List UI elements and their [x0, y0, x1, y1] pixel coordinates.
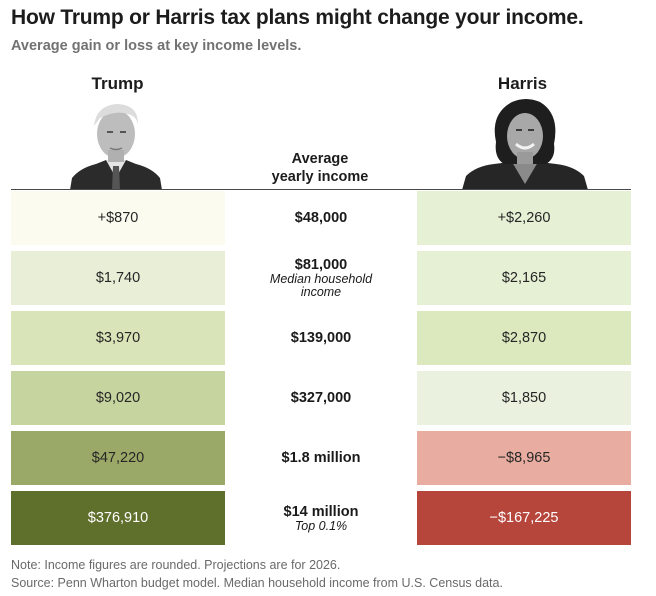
income-cell: $139,000	[225, 311, 417, 365]
table-row: $47,220 $1.8 million −$8,965	[11, 431, 631, 485]
trump-cell: $1,740	[11, 251, 225, 305]
source-note: Source: Penn Wharton budget model. Media…	[11, 576, 503, 590]
table-row: $376,910 $14 million Top 0.1% −$167,225	[11, 491, 631, 545]
chart-title: How Trump or Harris tax plans might chan…	[11, 6, 584, 29]
income-note: Median household income	[269, 272, 373, 299]
trump-cell: $9,020	[11, 371, 225, 425]
income-column-header: Average yearly income	[225, 150, 415, 186]
harris-portrait-icon	[460, 92, 590, 190]
income-column-header-line2: yearly income	[271, 169, 369, 185]
income-value: $327,000	[290, 390, 352, 406]
income-cell: $1.8 million	[225, 431, 417, 485]
harris-cell: $2,870	[417, 311, 631, 365]
trump-cell: +$870	[11, 191, 225, 245]
trump-cell: $47,220	[11, 431, 225, 485]
table-row: $1,740 $81,000 Median household income $…	[11, 251, 631, 305]
income-value: $139,000	[290, 330, 352, 346]
footnote: Note: Income figures are rounded. Projec…	[11, 558, 341, 572]
income-value: $1.8 million	[281, 450, 361, 466]
income-column-header-line1: Average	[291, 151, 349, 167]
income-note: Top 0.1%	[294, 518, 348, 533]
trump-cell: $3,970	[11, 311, 225, 365]
trump-cell: $376,910	[11, 491, 225, 545]
header-divider	[11, 189, 631, 190]
trump-column-header: Trump	[91, 74, 144, 93]
harris-cell: −$167,225	[417, 491, 631, 545]
income-value: $81,000	[294, 257, 348, 273]
table-row: $3,970 $139,000 $2,870	[11, 311, 631, 365]
income-cell: $14 million Top 0.1%	[225, 491, 417, 545]
harris-column-header: Harris	[497, 74, 548, 93]
harris-cell: −$8,965	[417, 431, 631, 485]
table-row: $9,020 $327,000 $1,850	[11, 371, 631, 425]
harris-cell: $2,165	[417, 251, 631, 305]
income-cell: $81,000 Median household income	[225, 251, 417, 305]
income-value: $14 million	[283, 503, 359, 520]
income-cell: $327,000	[225, 371, 417, 425]
harris-cell: +$2,260	[417, 191, 631, 245]
income-value: $48,000	[294, 210, 348, 226]
trump-portrait-icon	[70, 92, 162, 190]
harris-cell: $1,850	[417, 371, 631, 425]
table-row: +$870 $48,000 +$2,260	[11, 191, 631, 245]
income-cell: $48,000	[225, 191, 417, 245]
chart-subtitle: Average gain or loss at key income level…	[11, 38, 302, 54]
